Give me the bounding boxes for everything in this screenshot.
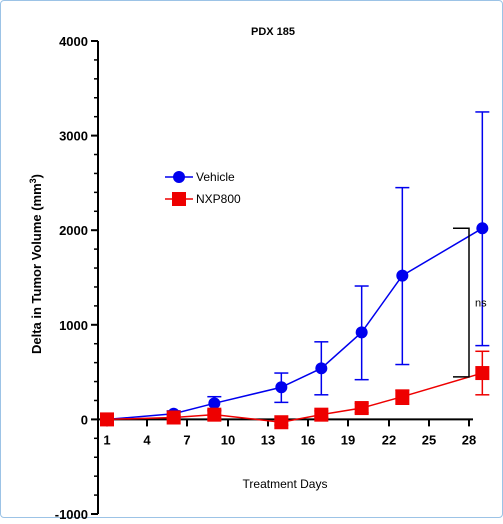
x-tick-label: 10 xyxy=(221,432,235,447)
data-point xyxy=(396,269,409,282)
y-tick-label: 1000 xyxy=(59,318,88,333)
data-point xyxy=(314,407,329,422)
data-point xyxy=(315,362,328,375)
x-axis-label: Treatment Days xyxy=(243,477,328,491)
legend-label: NXP800 xyxy=(196,192,241,206)
x-tick-label: 28 xyxy=(462,432,476,447)
x-tick-label: 22 xyxy=(382,432,396,447)
legend-marker xyxy=(173,171,185,183)
x-tick-label: 7 xyxy=(183,432,190,447)
y-tick-label: 4000 xyxy=(59,34,88,49)
x-tick-label: 19 xyxy=(341,432,355,447)
data-point xyxy=(355,326,368,339)
data-point xyxy=(207,407,222,422)
series-nxp800 xyxy=(100,350,490,430)
data-point xyxy=(100,412,114,427)
legend-marker xyxy=(172,192,186,206)
data-point xyxy=(354,401,369,416)
axes: -1000 0 1000 2000 3000 4000 1 4 7 10 13 16 19 22 25 28 xyxy=(55,34,476,522)
significance-label: ns xyxy=(475,298,487,310)
legend-label: Vehicle xyxy=(196,170,235,184)
data-point xyxy=(275,381,288,394)
series-line xyxy=(106,227,483,421)
y-tick-label: 2000 xyxy=(59,223,88,238)
data-point xyxy=(208,397,221,410)
x-tick-label: 13 xyxy=(261,432,275,447)
significance-bracket-line xyxy=(453,227,470,378)
x-tick-label: 25 xyxy=(422,432,436,447)
x-tick-label: 4 xyxy=(143,432,151,447)
series-layer xyxy=(100,111,490,430)
y-axis-label-superscript: 3 xyxy=(28,178,38,183)
y-axis-label: Delta in Tumor Volume (mm3) xyxy=(28,174,44,354)
y-tick-label: 3000 xyxy=(59,129,88,144)
legend: Vehicle NXP800 xyxy=(165,170,241,206)
x-tick-label: 1 xyxy=(103,432,110,447)
chart-title: PDX 185 xyxy=(251,26,295,38)
data-point xyxy=(395,389,410,404)
series-vehicle xyxy=(101,111,490,426)
y-axis-label-end: ) xyxy=(29,174,44,178)
y-axis-label-main: Delta in Tumor Volume (mm xyxy=(29,183,44,354)
data-point xyxy=(166,410,181,425)
y-tick-label: 0 xyxy=(81,412,88,427)
data-point xyxy=(475,366,490,381)
data-point xyxy=(476,222,489,235)
x-tick-label: 16 xyxy=(301,432,315,447)
significance-bracket: ns xyxy=(453,227,487,378)
y-tick-label: -1000 xyxy=(55,507,88,519)
data-point xyxy=(274,415,289,430)
